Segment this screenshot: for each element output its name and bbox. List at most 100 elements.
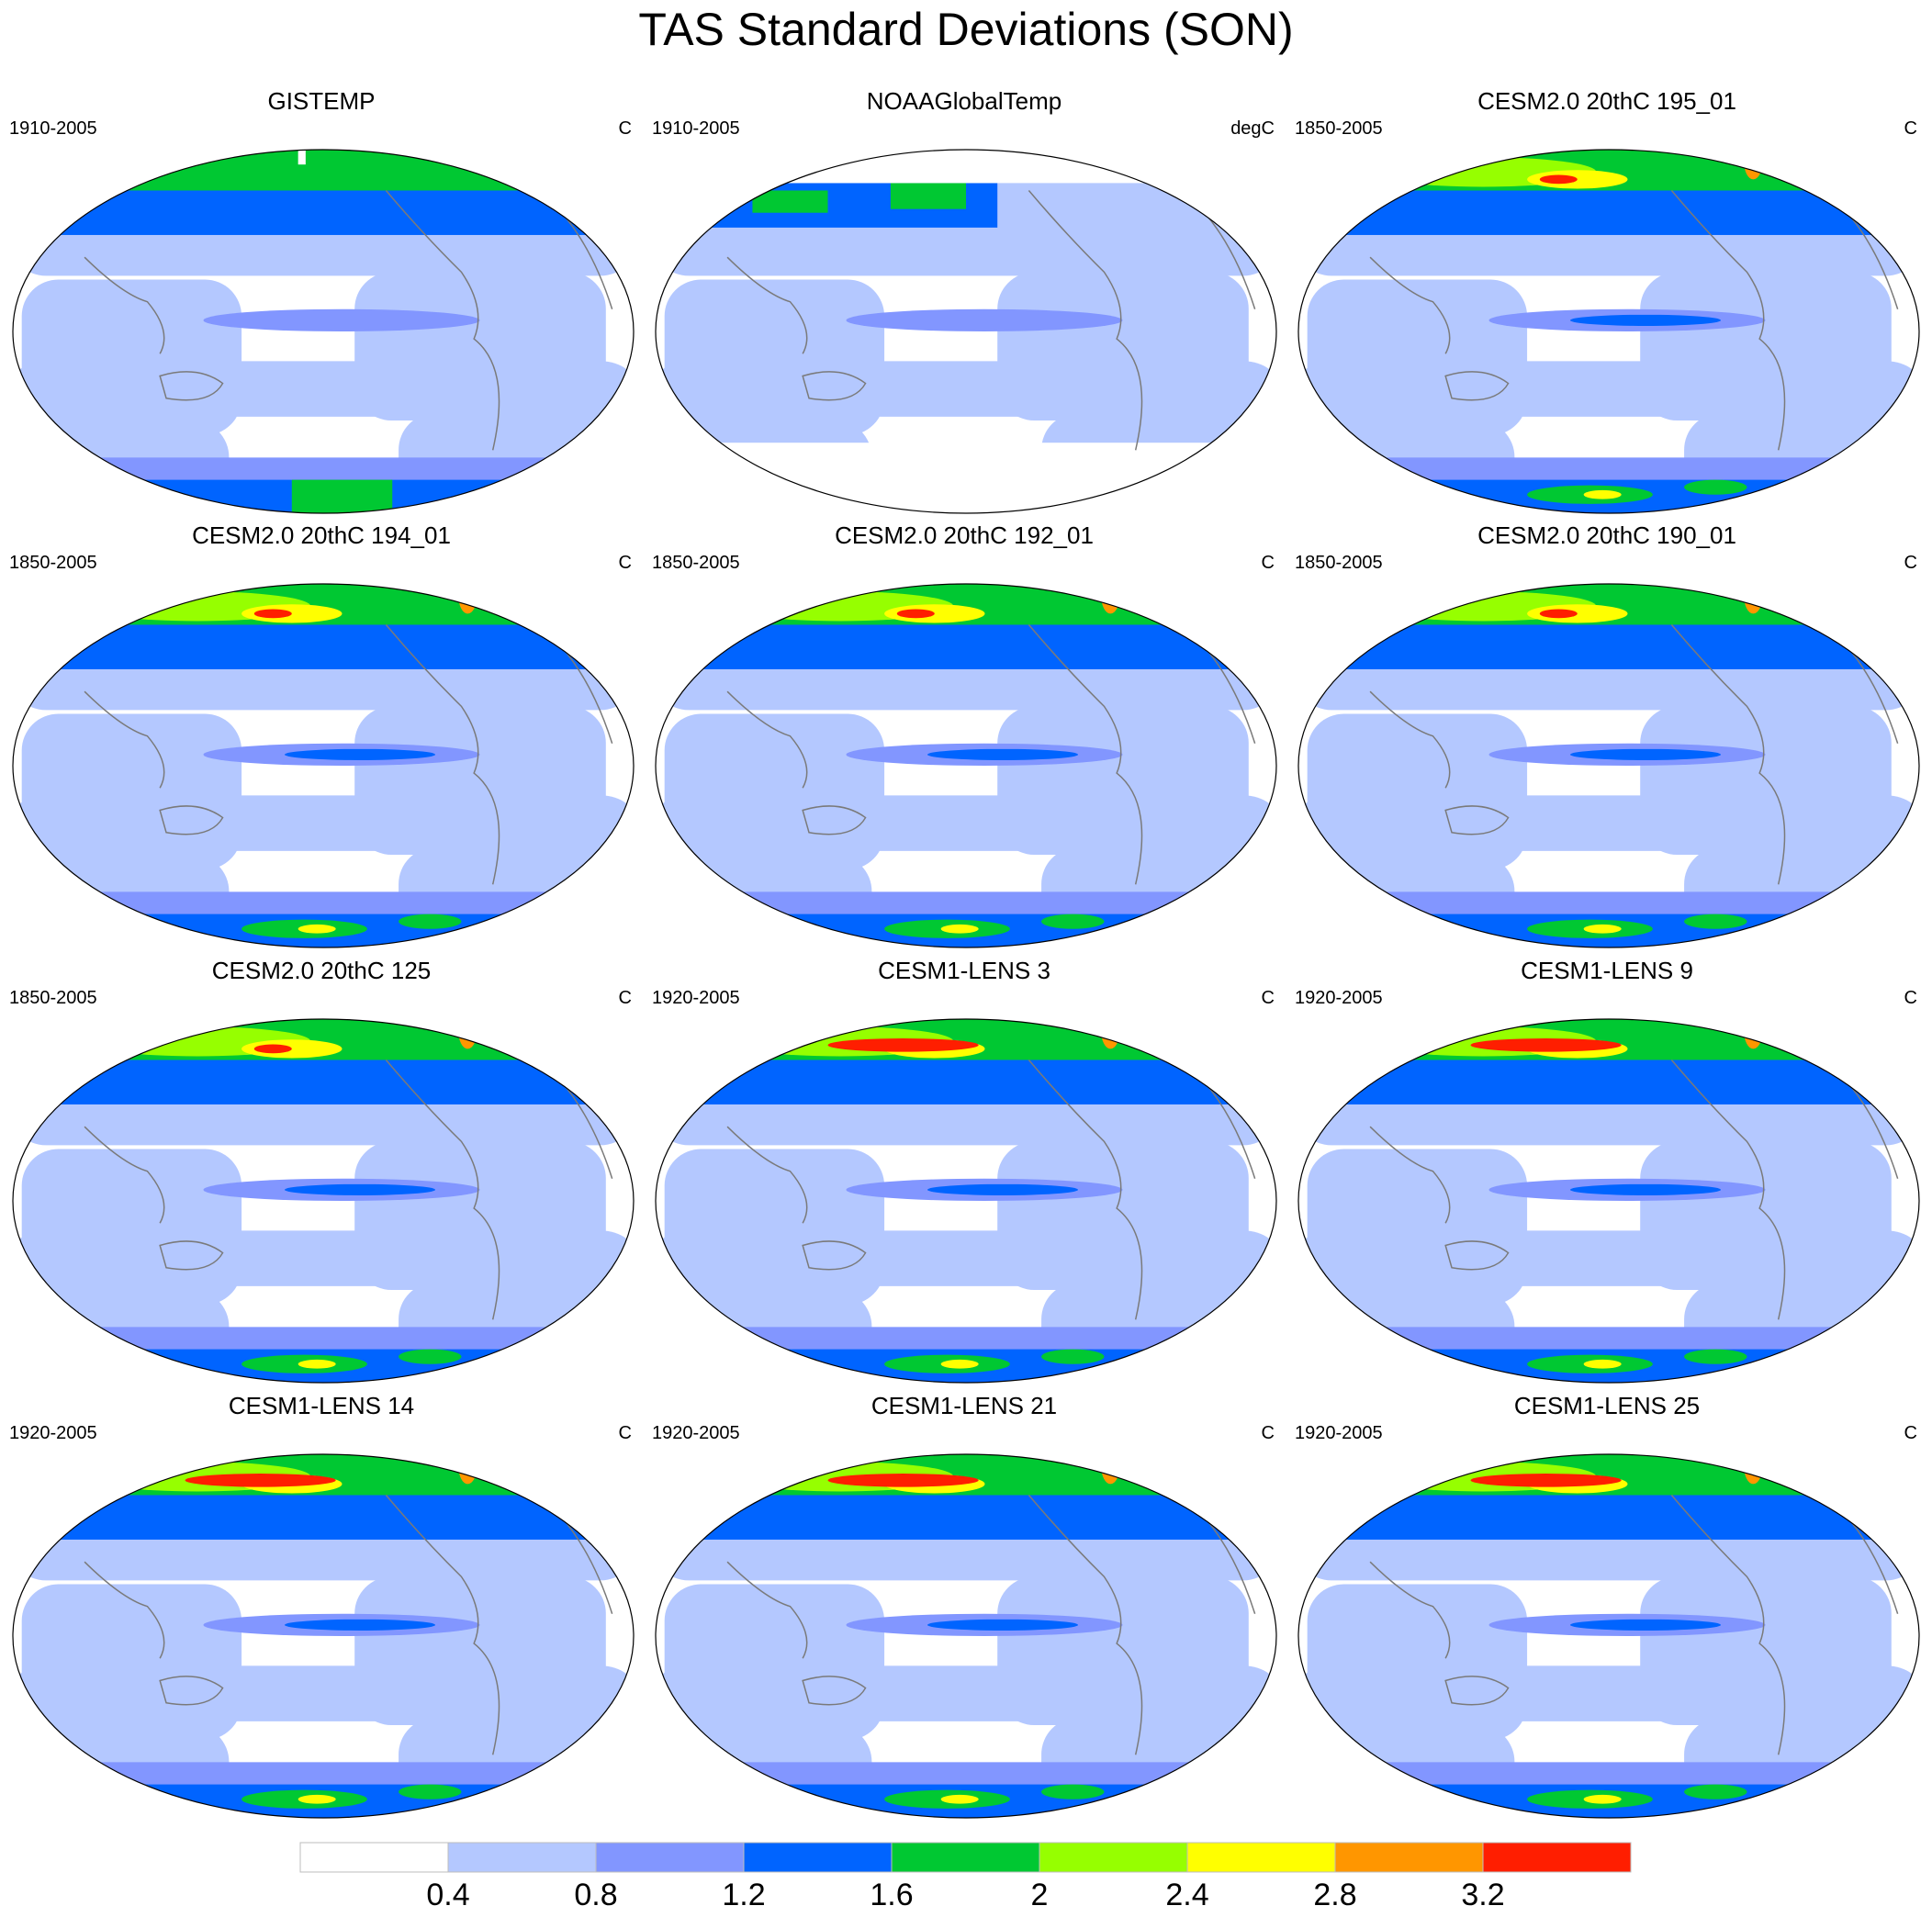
north-peak bbox=[1539, 174, 1578, 185]
coastline bbox=[1369, 690, 1451, 789]
contour-fill bbox=[1298, 150, 1919, 513]
coastline bbox=[1204, 1517, 1256, 1614]
south-hotspot bbox=[1684, 914, 1747, 929]
panel-title: CESM2.0 20thC 194_01 bbox=[192, 521, 451, 549]
colorbar-labels: 0.4 0.8 1.2 1.6 2 2.4 2.8 3.2 bbox=[0, 1877, 1932, 1917]
map-panel: CESM2.0 20thC 192_01 1850-2005 C bbox=[643, 521, 1286, 953]
world-map bbox=[655, 149, 1277, 514]
coastline bbox=[1369, 1561, 1451, 1659]
coastline bbox=[802, 371, 867, 401]
panel-period: 1920-2005 bbox=[652, 988, 740, 1008]
panel-title: NOAAGlobalTemp bbox=[866, 87, 1062, 115]
colorbar-box bbox=[1186, 1842, 1336, 1873]
contour-band-0.4-0.8 bbox=[656, 1230, 1276, 1286]
south-hotspot bbox=[940, 924, 979, 934]
panel-units: C bbox=[1904, 988, 1917, 1008]
coastline bbox=[1204, 646, 1256, 744]
south-hotspot bbox=[399, 1349, 462, 1364]
panel-title: CESM1-LENS 14 bbox=[228, 1392, 415, 1419]
contour-fill bbox=[656, 584, 1276, 947]
coastline bbox=[726, 1126, 808, 1224]
south-hotspot bbox=[1583, 1794, 1622, 1804]
contour-band-0.4-0.8 bbox=[1298, 1230, 1919, 1286]
coastline bbox=[1028, 623, 1143, 885]
panel-period: 1920-2005 bbox=[1295, 1423, 1383, 1443]
south-hotspot bbox=[1041, 1784, 1105, 1799]
colorbar-box bbox=[1039, 1842, 1188, 1873]
world-map bbox=[655, 1018, 1277, 1384]
south-hotspot bbox=[298, 924, 336, 934]
coastline bbox=[726, 690, 808, 789]
contour-fill bbox=[1298, 584, 1919, 947]
south-hotspot bbox=[1041, 914, 1105, 929]
panel-period: 1920-2005 bbox=[1295, 988, 1383, 1008]
panel-period: 1920-2005 bbox=[9, 1423, 97, 1443]
map-panel: CESM1-LENS 3 1920-2005 C bbox=[643, 957, 1286, 1388]
enso-core bbox=[927, 1619, 1079, 1631]
coastline bbox=[1028, 1494, 1143, 1755]
north-peak bbox=[721, 1460, 809, 1475]
north-peak bbox=[253, 609, 292, 619]
coastline bbox=[84, 1561, 165, 1659]
colorbar-tick-label: 0.4 bbox=[426, 1878, 470, 1912]
enso-core bbox=[927, 748, 1079, 760]
north-peak bbox=[1539, 609, 1578, 619]
colorbar-box bbox=[299, 1842, 449, 1873]
enso-core bbox=[1569, 1183, 1722, 1195]
map-panel: CESM1-LENS 21 1920-2005 C bbox=[643, 1392, 1286, 1823]
coastline bbox=[1670, 1494, 1786, 1755]
north-peak bbox=[827, 1038, 979, 1052]
colorbar-box bbox=[447, 1842, 597, 1873]
colorbar-box bbox=[1334, 1842, 1484, 1873]
coastline bbox=[1847, 1517, 1899, 1614]
coastline bbox=[802, 1240, 867, 1271]
colorbar-box bbox=[891, 1842, 1040, 1873]
north-peak bbox=[78, 1460, 166, 1475]
world-map bbox=[655, 583, 1277, 948]
panel-period: 1910-2005 bbox=[652, 118, 740, 139]
colorbar-tick-label: 1.2 bbox=[722, 1878, 766, 1912]
coastline bbox=[561, 1517, 613, 1614]
contour-band-0.4-0.8 bbox=[13, 1230, 634, 1286]
contour-fill bbox=[13, 150, 634, 513]
panel-units: degC bbox=[1230, 118, 1275, 139]
panel-title: CESM2.0 20thC 190_01 bbox=[1477, 521, 1736, 549]
contour-band-0.4-0.8 bbox=[656, 795, 1276, 851]
contour-band-0.4-0.8 bbox=[13, 1665, 634, 1721]
coastline bbox=[1369, 256, 1451, 354]
map-outline bbox=[655, 149, 1277, 514]
map-outline bbox=[12, 583, 635, 948]
map-outline bbox=[1297, 583, 1920, 948]
panel-period: 1920-2005 bbox=[652, 1423, 740, 1443]
panel-period: 1850-2005 bbox=[652, 553, 740, 573]
south-hotspot bbox=[940, 1359, 979, 1369]
contour-fill bbox=[656, 150, 1276, 513]
colorbar-tick-label: 2.4 bbox=[1165, 1878, 1209, 1912]
coastline bbox=[726, 256, 808, 354]
map-outline bbox=[655, 1453, 1277, 1819]
coastline bbox=[1444, 805, 1510, 835]
colorbar bbox=[299, 1842, 1632, 1873]
coastline bbox=[561, 212, 613, 309]
panel-units: C bbox=[618, 553, 632, 573]
panel-units: C bbox=[1904, 118, 1917, 139]
world-map bbox=[1297, 1018, 1920, 1384]
map-panel: CESM2.0 20thC 194_01 1850-2005 C bbox=[0, 521, 643, 953]
world-map bbox=[12, 149, 635, 514]
map-outline bbox=[1297, 149, 1920, 514]
map-panel: CESM1-LENS 14 1920-2005 C bbox=[0, 1392, 643, 1823]
missing-data bbox=[298, 150, 306, 165]
north-peak bbox=[1364, 1460, 1452, 1475]
coastline bbox=[1670, 1059, 1786, 1320]
south-hotspot bbox=[1684, 479, 1747, 495]
panel-period: 1850-2005 bbox=[9, 988, 97, 1008]
colorbar-tick-label: 3.2 bbox=[1461, 1878, 1505, 1912]
coastline bbox=[1204, 212, 1256, 309]
map-panel: NOAAGlobalTemp 1910-2005 degC bbox=[643, 87, 1286, 519]
north-core bbox=[59, 150, 588, 191]
map-outline bbox=[12, 149, 635, 514]
enso-core bbox=[1569, 314, 1722, 326]
coastline bbox=[1369, 1126, 1451, 1224]
coastline bbox=[561, 646, 613, 744]
contour-fill bbox=[1298, 1454, 1919, 1818]
